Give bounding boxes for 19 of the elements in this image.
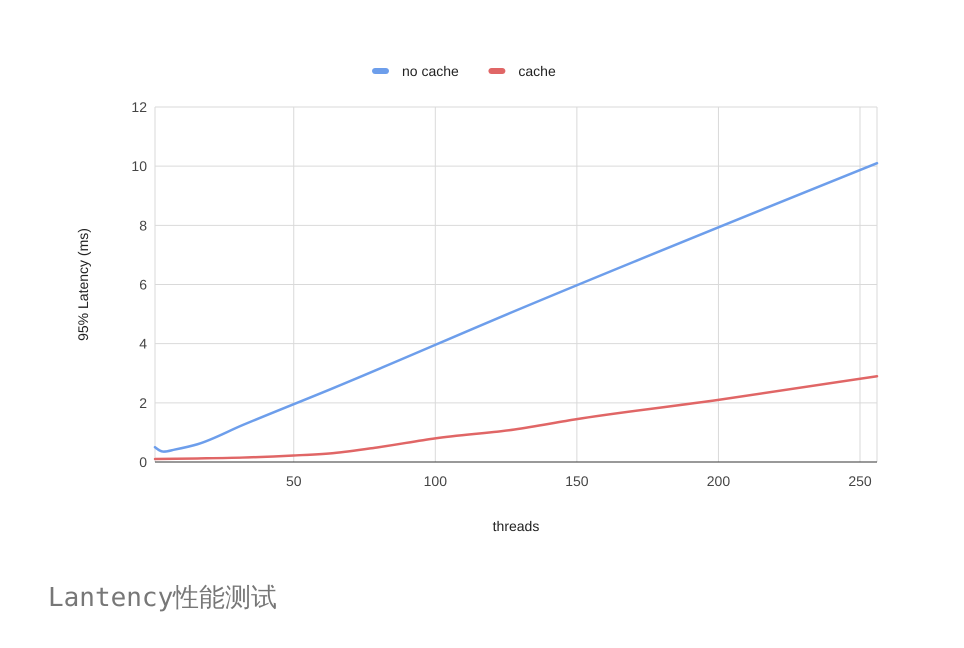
text: Lantency性能测试: [48, 583, 278, 613]
x-tick-label: 50: [286, 473, 302, 489]
x-tick-label: 150: [565, 473, 589, 489]
x-axis-title: threads: [492, 518, 540, 534]
legend-label: no cache: [402, 63, 460, 79]
x-tick-label: 250: [848, 473, 872, 489]
y-tick-label: 4: [139, 336, 148, 352]
x-tick-label: 200: [706, 473, 730, 489]
y-tick-label: 6: [139, 276, 148, 292]
y-tick-label: 0: [139, 454, 148, 470]
y-tick-label: 8: [139, 217, 148, 234]
y-tick-label: 12: [131, 99, 148, 115]
line-series: [154, 374, 878, 460]
line-series: [154, 162, 878, 453]
y-axis-title: 95% Latency (ms): [75, 228, 91, 341]
x-tick-label: 100: [424, 473, 448, 489]
y-tick-label: 2: [139, 394, 148, 411]
y-tick-label: 10: [131, 158, 148, 174]
legend-label: cache: [518, 63, 556, 79]
